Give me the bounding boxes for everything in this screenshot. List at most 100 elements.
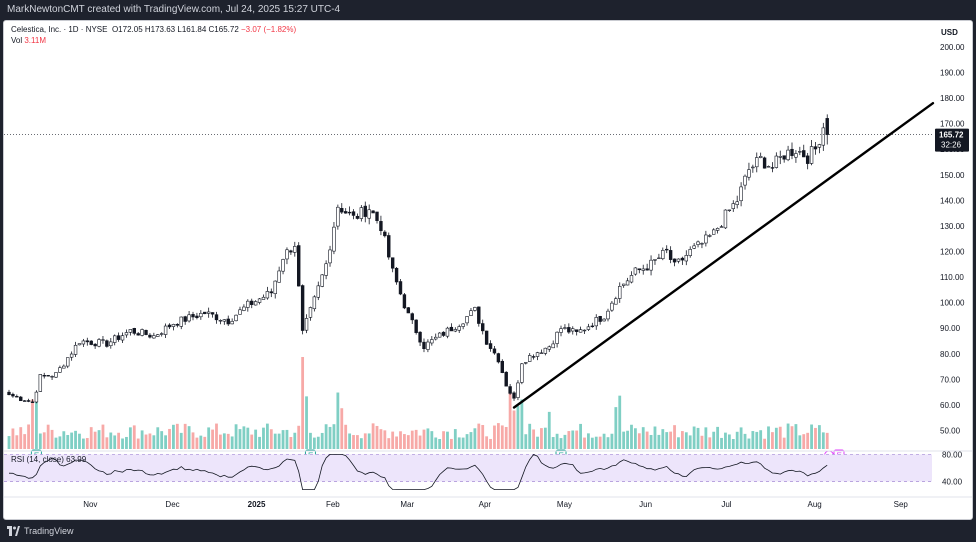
time-tick-label: Nov [83,500,97,509]
volume-bar [27,424,30,449]
candle-up [445,327,450,337]
candle-up [206,311,211,314]
volume-bar [125,436,128,449]
candle-up [218,320,223,322]
candle-up [751,166,755,169]
candle-up [708,235,712,237]
volume-bar [136,438,140,449]
volume-bar [117,432,121,449]
volume-bar [399,431,402,449]
volume-bar [281,430,285,449]
volume-bar [242,426,246,449]
candle-down [665,248,669,251]
candle-down [387,235,391,258]
volume-bar [199,435,203,449]
candle-up [755,157,759,168]
candle-up [794,153,798,158]
candle-down [351,211,356,216]
volume-bar [598,436,602,449]
candle-down [383,231,387,237]
chart-frame[interactable]: USD 50.00 60.00 70.00 80.00 90.00 100.00 110.00… [3,20,973,520]
volume-bar [144,434,148,449]
volume-bar [727,434,731,449]
candle-up [66,357,70,367]
volume-bar [786,423,790,449]
candle-up [704,234,708,244]
volume-bar [215,423,218,449]
volume-bar [160,431,164,449]
price-tick-label: 140.00 [940,196,965,205]
volume-bar [62,431,66,449]
candle-down [484,330,489,345]
volume-bar [50,429,54,449]
candle-up [758,156,763,158]
candle-up [657,257,661,260]
candle-down [214,314,219,321]
volume-bar [825,432,829,449]
candle-down [414,319,418,333]
volume-bar [626,430,629,449]
volume-bar [767,426,770,449]
volume-bar [434,437,438,449]
price-tick-label: 110.00 [940,273,964,282]
volume-bar [132,425,136,449]
volume-bar [708,437,712,449]
volume-bar [508,389,512,449]
volume-bar [328,426,332,449]
candle-up [606,310,610,320]
candle-up [711,229,716,235]
candle-up [179,316,183,327]
volume-bar [528,423,532,449]
volume-bar [203,436,207,449]
candle-up [50,375,54,378]
time-axis: Nov Dec 2025 Feb Mar Apr May Jun Jul Aug Sep [4,496,972,509]
volume-bar [747,438,751,449]
candle-up [109,341,113,347]
volume-bar [677,437,680,449]
volume-bar [583,437,586,449]
volume-bar [489,438,492,449]
candle-up [359,207,364,219]
price-tick-label: 130.00 [940,222,965,231]
volume-bar [543,427,547,449]
tradingview-brand[interactable]: TradingView [24,526,74,536]
candle-down [790,148,794,156]
candle-up [778,156,782,158]
candle-down [363,205,367,217]
candle-down [567,327,571,333]
volume-bar [312,437,316,449]
rsi-legend[interactable]: RSI (14, close) 63.99 [11,455,86,464]
candle-up [735,201,739,205]
volume-bar [371,423,375,449]
volume-bar [637,433,641,449]
volume-bar [547,411,551,449]
symbol-title[interactable]: Celestica, Inc. · 1D · NYSE [11,25,108,34]
candle-up [81,340,86,345]
candle-down [782,155,786,160]
candle-up [559,328,563,333]
volume-bar [735,431,739,449]
volume-bar [763,438,766,449]
volume-bar [504,426,508,449]
candle-up [324,263,328,276]
volume-bar [610,433,614,449]
volume-bar [289,437,293,449]
volume-bar [140,430,144,449]
volume-bar [774,427,778,449]
chart-svg[interactable]: USD 50.00 60.00 70.00 80.00 90.00 100.00 110.00… [4,21,973,520]
candle-down [813,146,818,150]
volume-bar [348,433,352,449]
candle-down [195,315,199,318]
rsi-pane: 80.00 40.00 [4,450,972,491]
volume-bar [387,438,391,449]
candle-down [11,393,15,397]
volume-bar [716,426,720,449]
candle-down [375,211,379,221]
legend-low: 161.84 [181,25,207,34]
volume-bar [175,423,179,449]
volume-bar [446,431,449,449]
volume-bar [453,429,457,449]
candle-down [46,375,50,377]
volume-bar [512,410,516,449]
candle-up [120,335,125,341]
